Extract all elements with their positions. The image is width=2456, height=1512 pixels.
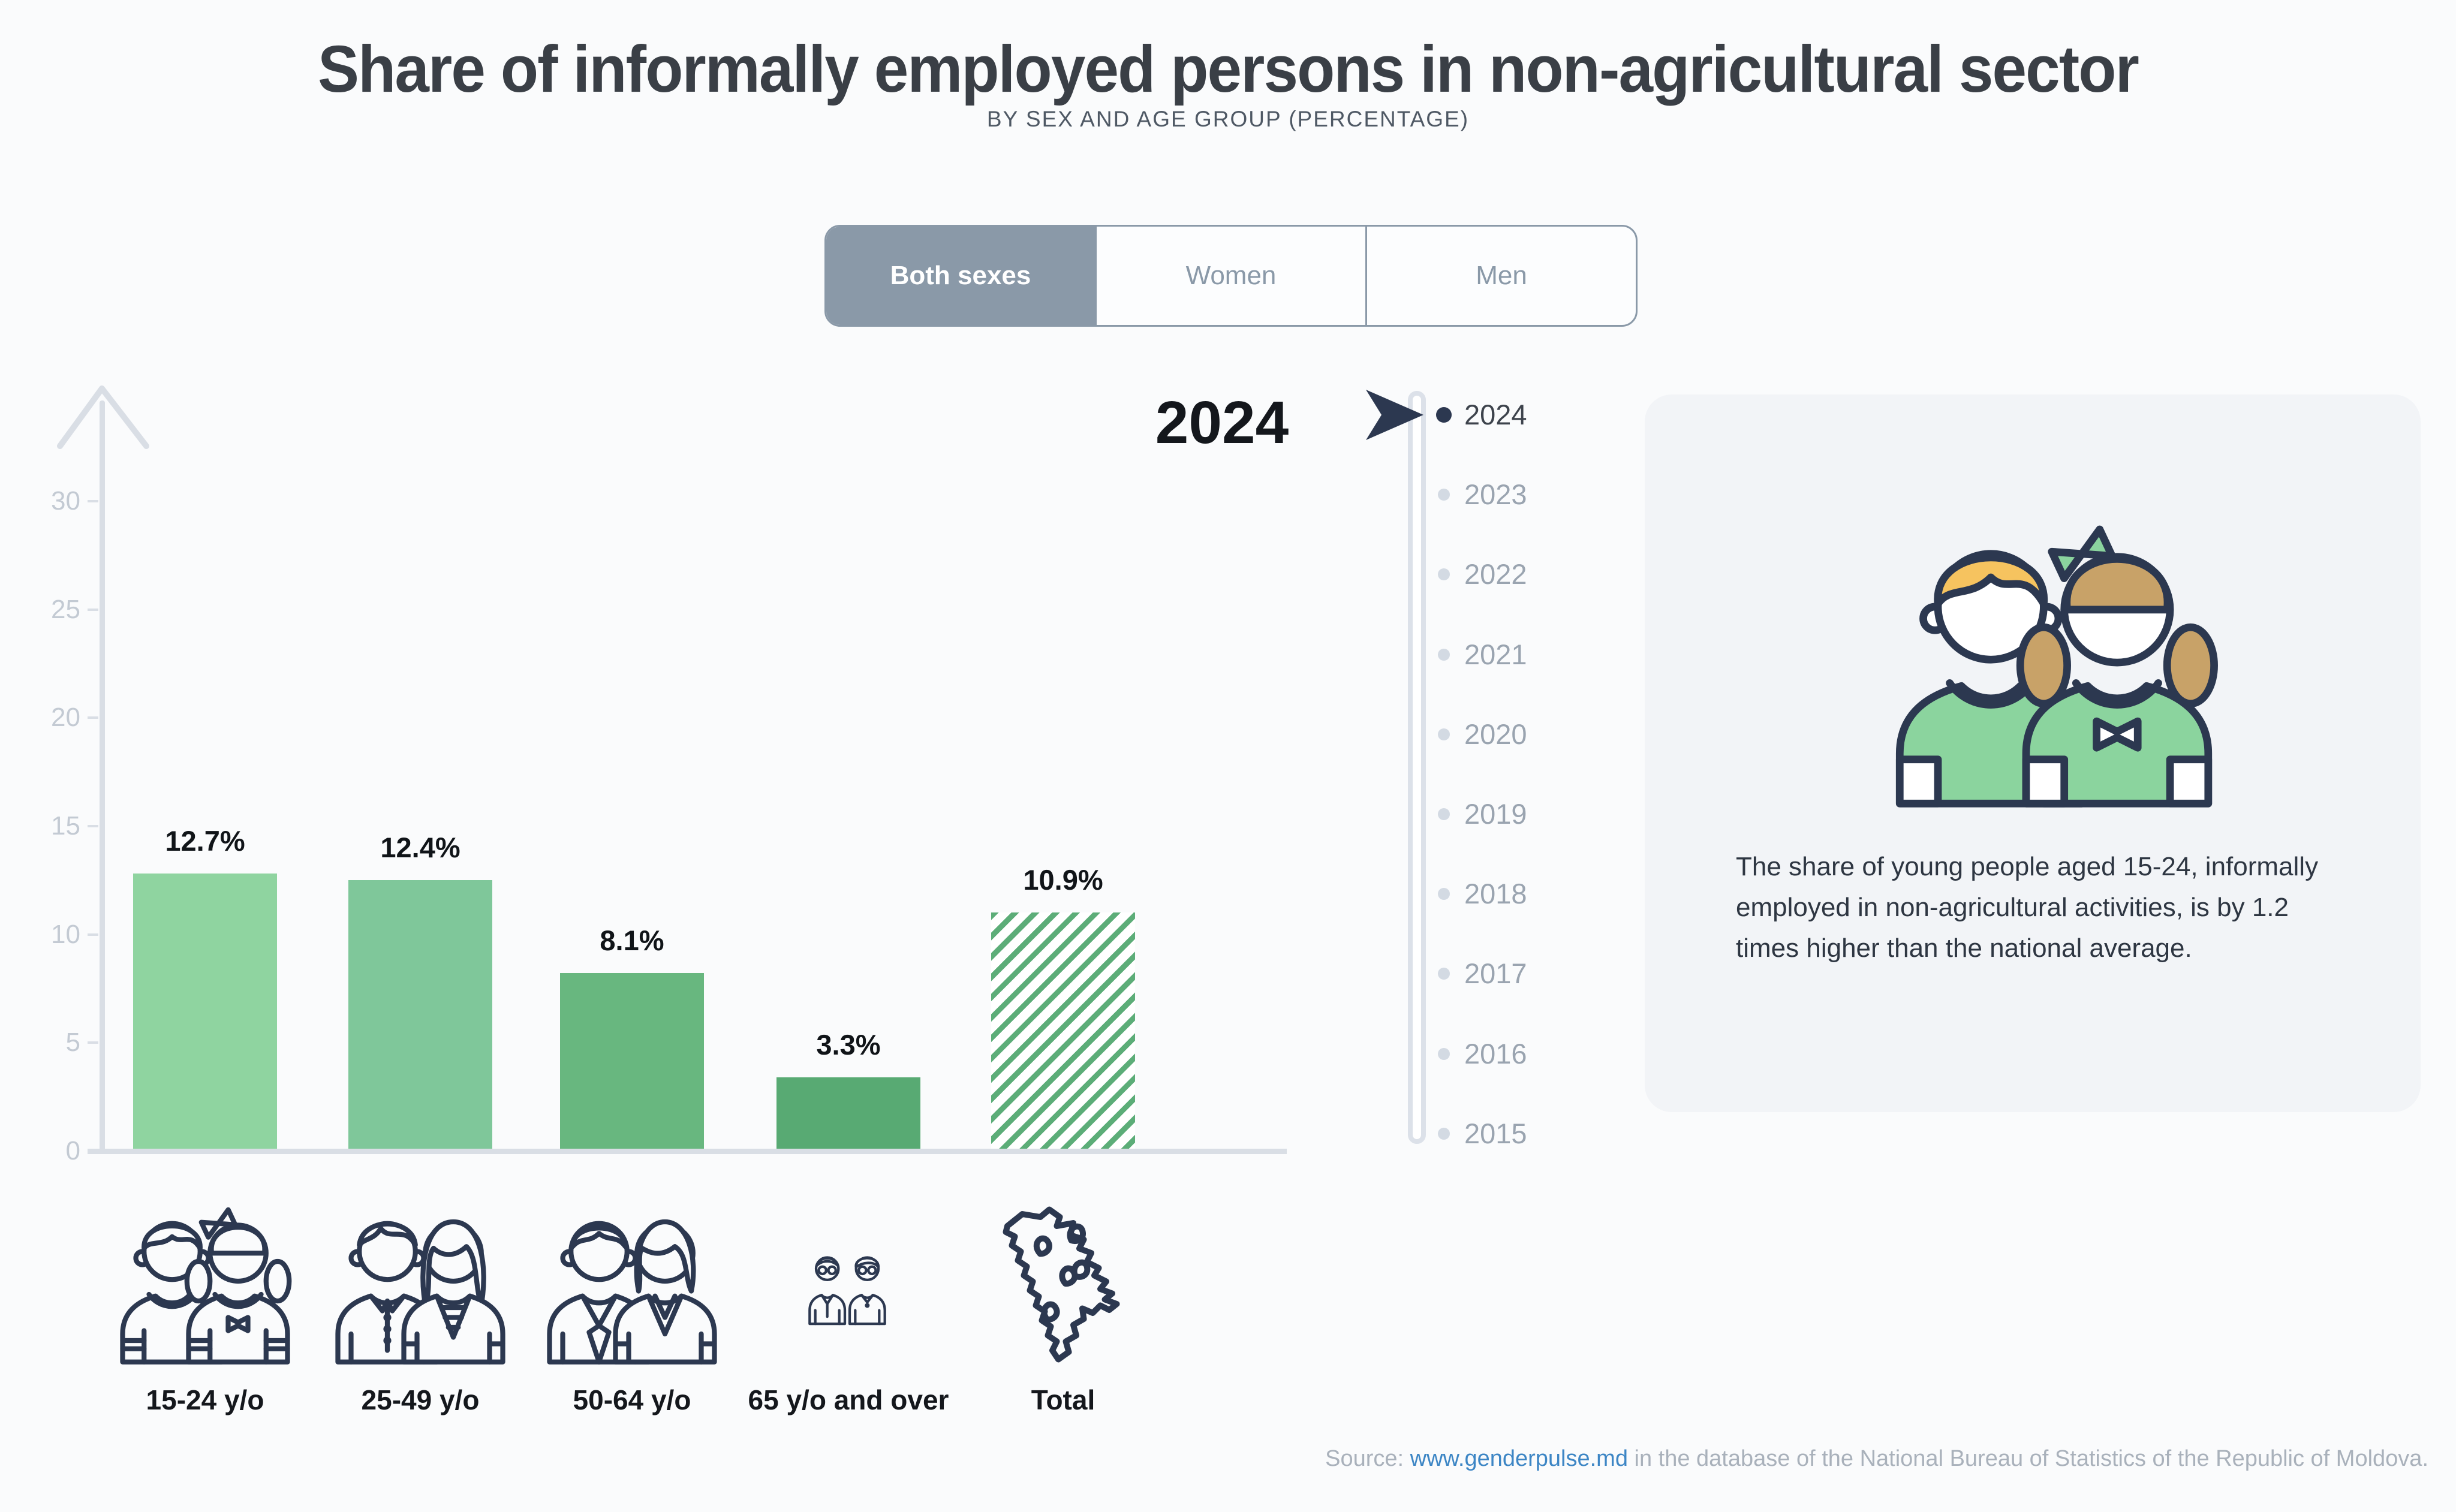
tab-women[interactable]: Women [1097, 227, 1367, 325]
y-tick-label-30: 30 [51, 486, 80, 516]
y-tick-label-10: 10 [51, 919, 80, 949]
y-tick-0 [88, 1150, 98, 1152]
bar-value-label: 8.1% [600, 924, 664, 956]
y-tick-5 [88, 1041, 98, 1044]
y-tick-20 [88, 716, 98, 719]
info-card-text: The share of young people aged 15-24, in… [1736, 852, 2319, 963]
young-couple-icon [120, 1207, 292, 1365]
year-dot-2021[interactable] [1438, 648, 1450, 661]
page-subtitle: BY SEX AND AGE GROUP (PERCENTAGE) [986, 107, 1470, 131]
y-tick-30 [88, 500, 98, 503]
year-dot-2015[interactable] [1438, 1127, 1450, 1140]
moldova-map-icon [1003, 1206, 1120, 1363]
bar-25-49 y/o[interactable] [348, 880, 492, 1149]
elderly-couple-icon [808, 1256, 886, 1326]
category-label-15-24: 15-24 y/o [146, 1384, 264, 1415]
tab-both-sexes[interactable]: Both sexes [826, 227, 1097, 325]
bar-value-label: 10.9% [1023, 864, 1103, 896]
bar-value-label: 3.3% [816, 1029, 881, 1061]
year-item-2023[interactable]: 2023 [1464, 478, 1527, 511]
bar-15-24 y/o[interactable] [133, 874, 277, 1149]
year-dot-2017[interactable] [1438, 968, 1450, 980]
year-dot-2024[interactable] [1436, 407, 1452, 423]
bar-Total[interactable] [991, 912, 1135, 1149]
selected-year-display: 2024 [1155, 389, 1289, 456]
year-timeline-track[interactable] [1408, 391, 1426, 1144]
adult-couple-icon [335, 1219, 505, 1365]
year-item-2017[interactable]: 2017 [1464, 957, 1527, 990]
y-tick-label-25: 25 [51, 594, 80, 624]
year-item-2018[interactable]: 2018 [1464, 878, 1527, 910]
bar-value-label: 12.4% [380, 832, 460, 863]
year-item-2022[interactable]: 2022 [1464, 558, 1527, 591]
y-tick-label-5: 5 [65, 1028, 80, 1058]
y-tick-25 [88, 608, 98, 611]
mature-couple-icon [547, 1219, 717, 1365]
year-dot-2023[interactable] [1438, 489, 1450, 501]
source-line: Source: www.genderpulse.md in the databa… [1325, 1446, 2428, 1472]
year-item-2016[interactable]: 2016 [1464, 1037, 1527, 1070]
y-tick-label-20: 20 [51, 703, 80, 733]
year-dot-2022[interactable] [1438, 568, 1450, 581]
source-suffix: in the database of the National Bureau o… [1627, 1446, 2428, 1471]
category-label-25-49: 25-49 y/o [361, 1384, 480, 1415]
year-item-2015[interactable]: 2015 [1464, 1117, 1527, 1149]
year-dot-2020[interactable] [1438, 728, 1450, 740]
page-title: Share of informally employed persons in … [318, 32, 2139, 106]
year-dot-2018[interactable] [1438, 888, 1450, 900]
year-item-2019[interactable]: 2019 [1464, 798, 1527, 830]
tab-men[interactable]: Men [1476, 261, 1527, 290]
year-item-2020[interactable]: 2020 [1464, 718, 1527, 750]
y-tick-15 [88, 825, 98, 828]
y-tick-label-0: 0 [65, 1136, 80, 1165]
year-item-2024[interactable]: 2024 [1464, 399, 1527, 430]
y-tick-10 [88, 933, 98, 936]
x-axis-line [88, 1149, 1287, 1154]
category-label-total: Total [1031, 1384, 1095, 1415]
y-axis-line [100, 400, 105, 1151]
category-label-50-64: 50-64 y/o [573, 1384, 691, 1415]
y-axis-arrow-icon [57, 385, 149, 449]
bar-50-64 y/o[interactable] [560, 973, 704, 1149]
bar-value-label: 12.7% [165, 825, 245, 857]
source-prefix: Source: [1325, 1446, 1410, 1471]
year-dot-2019[interactable] [1438, 808, 1450, 820]
source-link[interactable]: www.genderpulse.md [1410, 1446, 1628, 1471]
boy-and-girl-illustration [1895, 525, 2218, 808]
y-tick-label-15: 15 [51, 811, 80, 841]
bar-65 y/o and over[interactable] [776, 1077, 920, 1149]
category-label-65-over: 65 y/o and over [748, 1384, 949, 1415]
year-marker-arrow-icon [1366, 390, 1423, 440]
year-dot-2016[interactable] [1438, 1047, 1450, 1060]
year-item-2021[interactable]: 2021 [1464, 638, 1527, 670]
sex-tab-group: Both sexes Women Men [824, 225, 1638, 327]
